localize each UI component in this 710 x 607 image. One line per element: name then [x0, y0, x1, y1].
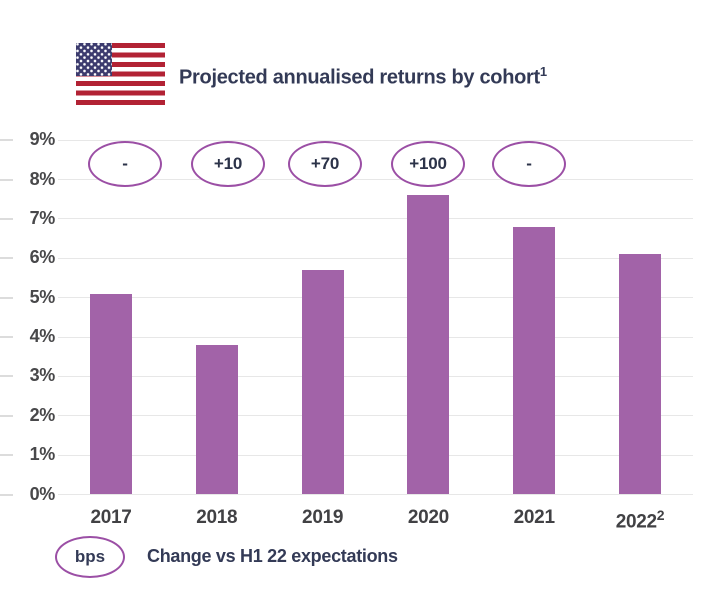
gridline [58, 375, 693, 377]
y-axis-label: 6% [29, 247, 56, 268]
y-axis-label: 2% [29, 404, 56, 425]
annotation-oval-2018: +10 [191, 141, 265, 187]
x-axis-label-text: 2019 [302, 507, 344, 528]
bar-2022 [619, 254, 661, 495]
gridline [58, 179, 693, 181]
x-axis-label-2018: 2018 [172, 507, 262, 529]
y-axis-tick [0, 336, 13, 339]
x-axis-label-2017: 2017 [66, 507, 156, 529]
y-axis-tick [0, 493, 13, 496]
x-axis-label-text: 2017 [90, 507, 132, 528]
gridline [58, 218, 693, 220]
y-axis-tick [0, 257, 13, 260]
x-axis-label-text: 2020 [407, 507, 449, 528]
bar-2018 [195, 344, 238, 495]
y-axis-tick [0, 296, 13, 299]
y-axis-label: 8% [29, 168, 56, 189]
annotation-value: +70 [310, 154, 340, 173]
chart-title-text: Projected annualised returns by cohort [179, 66, 540, 89]
gridline [58, 257, 693, 259]
bps-badge-label: bps [74, 547, 106, 566]
y-axis-label: 4% [29, 326, 56, 347]
y-axis-label: 7% [29, 207, 56, 228]
annotation-value: - [122, 154, 128, 173]
us-flag-icon [76, 43, 165, 105]
x-axis-label-text: 2018 [196, 507, 238, 528]
gridline [58, 336, 693, 338]
legend-label: Change vs H1 22 expectations [147, 546, 398, 566]
y-axis-label: 1% [29, 444, 56, 465]
chart-title: Projected annualised returns by cohort1 [179, 64, 547, 90]
y-axis-tick [0, 375, 13, 378]
bar-2020 [407, 195, 450, 495]
bar-2017 [90, 293, 132, 495]
x-axis-label-2021: 2021 [489, 507, 579, 529]
x-axis-label-text: 2021 [513, 507, 555, 528]
annotation-value: - [526, 154, 532, 173]
y-axis-label: 5% [29, 286, 56, 307]
y-axis-label: 0% [29, 483, 56, 504]
bps-badge: bps [55, 536, 125, 578]
chart-title-footnote-marker: 1 [539, 64, 547, 79]
x-axis-label-text: 2022 [615, 511, 657, 533]
y-axis-tick [0, 139, 13, 142]
y-axis-tick [0, 217, 13, 220]
x-axis-label-2019: 2019 [278, 507, 368, 529]
gridline [58, 494, 693, 495]
x-axis-label-2020: 2020 [383, 507, 473, 529]
x-axis-label-2022: 20222 [595, 507, 685, 533]
flag-canton [76, 43, 112, 77]
gridline [58, 139, 693, 141]
annotation-oval-2020: +100 [391, 141, 465, 187]
gridline [58, 454, 693, 456]
bar-2021 [513, 226, 556, 495]
bar-2019 [301, 270, 344, 495]
y-axis-label: 9% [29, 129, 56, 150]
gridline [58, 415, 693, 417]
annotation-oval-2019: +70 [288, 141, 362, 187]
y-axis-label: 3% [29, 365, 56, 386]
x-axis-footnote-marker: 2 [656, 507, 665, 523]
annotation-oval-2021: - [492, 141, 566, 187]
annotation-value: +100 [409, 154, 447, 173]
y-axis-tick [0, 178, 13, 181]
annotation-oval-2017: - [88, 141, 162, 187]
annotation-value: +10 [213, 154, 243, 173]
gridline [58, 297, 693, 299]
y-axis-tick [0, 454, 13, 457]
y-axis-tick [0, 414, 13, 417]
